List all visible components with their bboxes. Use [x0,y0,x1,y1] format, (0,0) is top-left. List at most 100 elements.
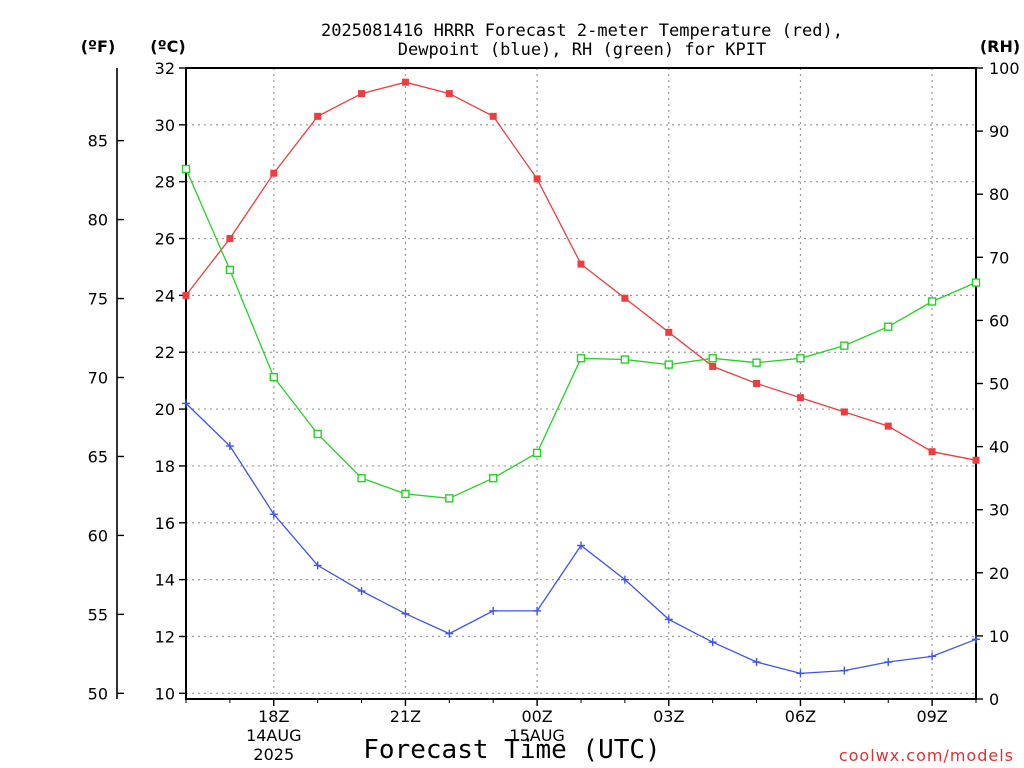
rh-tick-label: 30 [989,501,1009,520]
temperature-marker [665,328,673,336]
temperature-marker [796,394,804,402]
dewpoint-marker [182,399,190,408]
rh-tick-label: 10 [989,627,1009,646]
temperature-marker [928,448,936,456]
rh-tick-label: 60 [989,311,1009,330]
series-line-rh [185,168,977,499]
celsius-tick-label: 14 [155,571,175,590]
rh-marker [445,494,454,503]
celsius-tick-label: 22 [155,343,175,362]
rh-marker [927,297,937,306]
celsius-axis-label: (ºC) [150,37,185,56]
celsius-tick-label: 30 [155,116,175,135]
temperature-marker [709,362,717,370]
data-series [181,78,981,678]
celsius-tick-label: 28 [155,173,175,192]
fahrenheit-tick-label: 50 [88,684,108,703]
x-tick-sublabel: 14AUG [246,726,301,745]
x-tick-label: 18Z [258,707,289,726]
chart-title-line-1: 2025081416 HRRR Forecast 2-meter Tempera… [321,21,843,41]
dewpoint-marker [796,669,805,678]
dewpoint-marker [620,575,629,584]
rh-marker [884,322,893,331]
x-tick-label: 00Z [521,707,552,726]
dewpoint-marker [752,658,761,667]
rh-tick-label: 20 [989,564,1009,583]
temperature-marker [489,112,497,120]
x-tick-label: 03Z [653,707,684,726]
rh-marker [489,473,498,483]
dewpoint-marker [884,658,893,667]
dewpoint-marker [533,606,542,615]
rh-tick-label: 50 [989,375,1009,394]
celsius-tick-label: 32 [155,59,175,78]
temperature-marker [753,380,761,387]
fahrenheit-tick-label: 55 [88,605,108,624]
temperature-marker [533,175,541,183]
rh-tick-label: 90 [989,122,1009,141]
temperature-marker [445,90,453,98]
dewpoint-marker [972,635,980,644]
rh-marker [620,355,630,364]
x-tick-sublabel: 2025 [253,745,294,764]
temperature-marker [182,291,190,299]
chart-title-line-2: Dewpoint (blue), RH (green) for KPIT [398,40,766,60]
series-line-temperature [185,81,977,461]
dewpoint-marker [840,666,849,675]
rh-tick-label: 80 [989,185,1009,204]
temperature-marker [401,78,409,86]
rh-marker [269,372,278,382]
celsius-tick-label: 10 [155,684,175,703]
temperature-marker [270,169,278,177]
fahrenheit-tick-label: 70 [88,368,108,387]
fahrenheit-tick-label: 60 [88,526,108,545]
rh-tick-label: 100 [989,59,1020,78]
dewpoint-marker [928,652,937,661]
x-tick-label: 09Z [916,707,947,726]
dewpoint-marker [313,561,322,570]
rh-marker [708,354,717,363]
rh-marker [664,360,673,369]
dewpoint-marker [225,442,234,451]
dewpoint-marker [664,615,673,624]
rh-marker [181,164,191,174]
celsius-tick-label: 24 [155,286,175,305]
dewpoint-marker [357,586,366,595]
dewpoint-marker [269,510,278,519]
x-tick-label: 21Z [390,707,421,726]
temperature-marker [840,408,848,416]
temperature-marker [621,294,629,302]
rh-marker [225,265,235,275]
series-line-dewpoint [185,402,977,675]
rh-tick-label: 0 [989,690,999,709]
axes: 50 55 60 65 70 75 80 85 10 12 14 16 18 20 22 24 26 28 30 32… [88,59,1020,764]
rh-tick-label: 70 [989,248,1009,267]
credit-text: coolwx.com/models [839,746,1014,765]
x-axis-title: Forecast Time (UTC) [363,735,660,765]
dewpoint-marker [445,629,454,638]
temperature-marker [314,112,322,120]
celsius-tick-label: 16 [155,514,175,533]
dewpoint-marker [577,541,585,550]
rh-axis-label: (RH) [980,37,1020,56]
temperature-marker [972,456,980,464]
rh-marker [752,358,761,367]
fahrenheit-tick-label: 80 [88,211,108,230]
temperature-marker [577,260,585,268]
x-tick-sublabel: 15AUG [509,726,564,745]
temperature-marker [884,422,892,430]
temperature-marker [358,90,366,98]
fahrenheit-tick-label: 65 [88,447,108,466]
plot-frame [185,67,977,700]
fahrenheit-axis-label: (ºF) [81,37,116,56]
rh-marker [840,341,849,350]
x-tick-label: 06Z [785,707,816,726]
rh-marker [796,354,805,363]
fahrenheit-tick-label: 75 [88,290,108,309]
rh-marker [313,429,322,439]
rh-tick-label: 40 [989,438,1009,457]
rh-marker [401,489,410,499]
rh-marker [357,473,366,483]
celsius-tick-label: 26 [155,230,175,249]
fahrenheit-tick-label: 85 [88,132,108,151]
